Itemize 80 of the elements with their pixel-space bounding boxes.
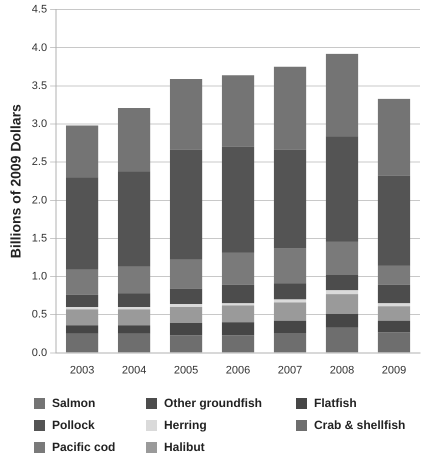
y-axis-title: Billions of 2009 Dollars [7,104,24,258]
bar [326,290,358,294]
bar [170,288,202,304]
bar [222,306,254,322]
bar [66,270,98,295]
legend-label: Flatfish [314,396,357,410]
bar [66,177,98,270]
bar [378,303,410,306]
x-tick-label: 2008 [330,364,354,376]
bar [170,150,202,260]
bar [170,335,202,352]
bar [222,75,254,147]
bar [274,299,306,302]
bar [66,309,98,326]
bar [326,314,358,328]
bar [66,325,98,334]
bar [170,323,202,336]
legend-label: Other groundfish [164,396,262,410]
bar [326,241,358,276]
legend-label: Halibut [164,440,205,454]
bar [170,307,202,324]
bar [170,304,202,308]
bar [170,79,202,150]
bar [274,332,306,352]
bar [326,294,358,314]
y-tick-label: 0.5 [32,308,48,321]
bar [222,322,254,336]
bar [118,108,150,172]
bar [378,284,410,304]
y-tick-label: 3.5 [32,80,48,92]
bar [326,275,358,290]
y-tick-label: 4.0 [32,42,48,54]
bar [222,284,254,304]
y-tick-label: 2.5 [32,156,48,168]
bar [170,260,202,289]
bar [118,266,150,294]
y-tick-label: 3.0 [32,118,48,130]
y-tick-label: 4.5 [32,4,48,16]
bar [118,325,150,334]
bar [274,320,306,333]
bar [66,294,98,308]
y-tick-label: 1.0 [32,270,48,283]
bar [378,98,410,176]
bar [274,283,306,300]
legend-label: Crab & shellfish [314,418,406,432]
bar [118,334,150,352]
bar [274,302,306,321]
bar [118,293,150,308]
bar [222,146,254,253]
y-tick-label: 0.0 [32,346,48,359]
legend-label: Pacific cod [52,440,116,454]
bar [378,306,410,321]
y-tick-label: 2.0 [32,194,48,206]
bar [274,66,306,150]
bar [274,150,306,248]
bar [378,176,410,266]
bar [326,328,358,352]
bar [326,54,358,136]
bar [222,252,254,285]
x-tick-label: 2009 [382,364,406,376]
bar [118,171,150,267]
x-tick-label: 2005 [174,364,198,376]
bar [222,303,254,306]
bar [378,332,410,352]
x-tick-label: 2007 [278,364,302,376]
x-tick-label: 2006 [226,364,250,376]
bar [222,335,254,352]
bar [66,126,98,178]
bar [274,248,306,284]
y-tick-label: 1.5 [32,232,48,244]
bar [378,266,410,285]
legend-label: Pollock [52,418,95,432]
legend-label: Herring [164,418,207,432]
bar [118,309,150,326]
bar [326,136,358,242]
x-tick-label: 2004 [122,364,146,376]
legend-label: Salmon [52,396,96,410]
bar [378,320,410,332]
x-tick-label: 2003 [70,364,94,376]
bar [66,334,98,352]
